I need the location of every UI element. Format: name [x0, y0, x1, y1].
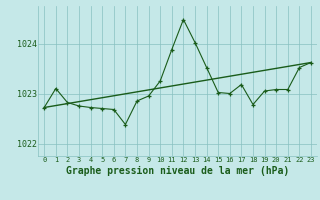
X-axis label: Graphe pression niveau de la mer (hPa): Graphe pression niveau de la mer (hPa) — [66, 166, 289, 176]
